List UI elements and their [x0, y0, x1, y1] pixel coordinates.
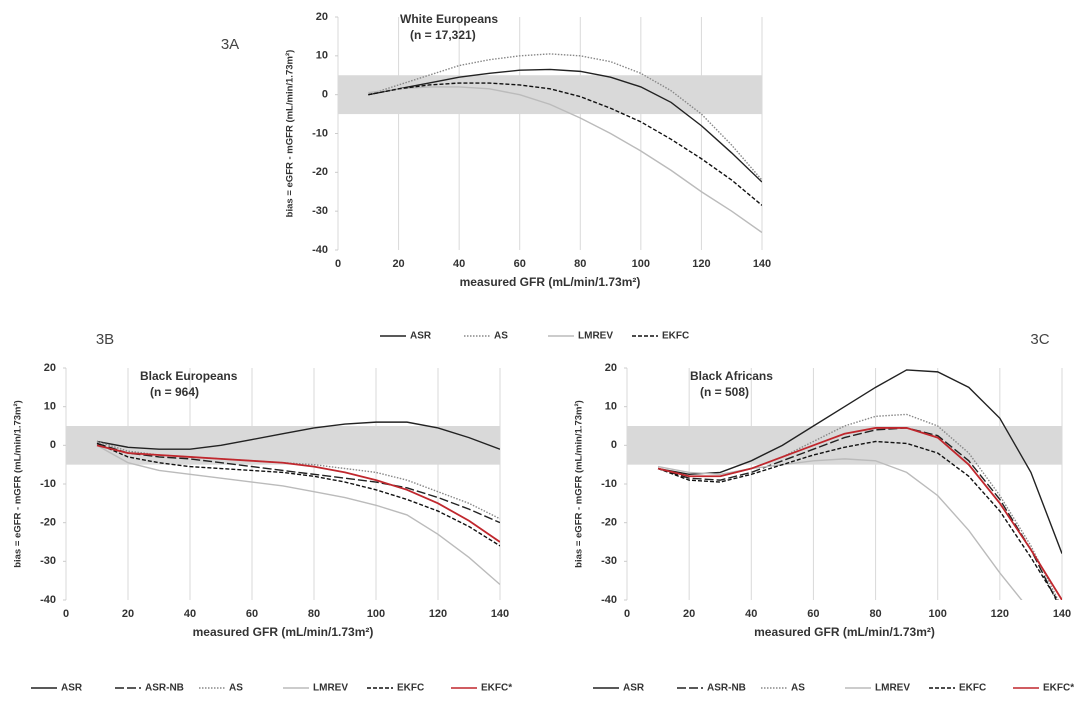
- y-tick-label: -10: [312, 127, 328, 139]
- y-tick-label: -30: [601, 555, 617, 567]
- tolerance-band: [338, 75, 762, 115]
- subtitle: Black Africans: [690, 369, 773, 383]
- series-line: [368, 68, 762, 183]
- panel-label: 3B: [96, 331, 114, 348]
- x-tick-label: 20: [683, 608, 695, 620]
- series-line: [657, 458, 1023, 600]
- series-line: [368, 86, 762, 234]
- y-tick-label: -20: [312, 166, 328, 178]
- y-tick-label: 20: [605, 362, 617, 374]
- legend-label: ASR-NB: [145, 683, 184, 694]
- x-tick-label: 40: [453, 258, 465, 270]
- series-line: [96, 444, 500, 543]
- panel-label: 3C: [1030, 331, 1049, 348]
- y-axis-label: bias = eGFR - mGFR (mL/min/1.73m²): [285, 50, 296, 218]
- x-tick-label: 20: [392, 258, 404, 270]
- x-tick-label: 100: [367, 608, 385, 620]
- x-tick-label: 120: [429, 608, 447, 620]
- x-tick-label: 40: [184, 608, 196, 620]
- x-tick-label: 140: [1053, 608, 1071, 620]
- y-tick-label: -30: [40, 555, 56, 567]
- y-tick-label: -40: [40, 594, 56, 606]
- series-line: [657, 427, 1057, 600]
- legend-label: ASR: [410, 331, 432, 342]
- legend-label: ASR: [623, 683, 645, 694]
- series-line: [96, 444, 500, 586]
- x-tick-label: 40: [745, 608, 757, 620]
- series-line: [96, 442, 500, 547]
- y-tick-label: 10: [605, 401, 617, 413]
- legend-label: EKFC: [662, 331, 689, 342]
- x-tick-label: 0: [63, 608, 69, 620]
- y-tick-label: 20: [44, 362, 56, 374]
- y-axis-label: bias = eGFR - mGFR (mL/min/1.73m²): [13, 400, 24, 568]
- x-tick-label: 0: [624, 608, 630, 620]
- x-tick-label: 140: [491, 608, 509, 620]
- y-tick-label: 0: [611, 439, 617, 451]
- subtitle: (n = 17,321): [410, 28, 476, 42]
- x-tick-label: 0: [335, 258, 341, 270]
- x-tick-label: 80: [574, 258, 586, 270]
- y-tick-label: -40: [312, 244, 328, 256]
- subtitle: (n = 508): [700, 385, 749, 399]
- x-tick-label: 80: [869, 608, 881, 620]
- x-tick-label: 120: [991, 608, 1009, 620]
- legend-label: AS: [229, 683, 243, 694]
- legend-label: EKFC*: [1043, 683, 1074, 694]
- legend-label: AS: [494, 331, 508, 342]
- panel-label: 3A: [221, 36, 239, 53]
- series-line: [96, 421, 500, 450]
- subtitle: (n = 964): [150, 385, 199, 399]
- x-tick-label: 100: [929, 608, 947, 620]
- series-line: [368, 82, 762, 206]
- y-tick-label: -40: [601, 594, 617, 606]
- y-tick-label: -10: [40, 478, 56, 490]
- tolerance-band: [66, 426, 500, 465]
- x-axis-label: measured GFR (mL/min/1.73m²): [754, 625, 935, 639]
- subtitle: Black Europeans: [140, 369, 238, 383]
- y-tick-label: -30: [312, 205, 328, 217]
- x-tick-label: 60: [807, 608, 819, 620]
- x-tick-label: 100: [632, 258, 650, 270]
- legend-label: AS: [791, 683, 805, 694]
- y-tick-label: 10: [316, 50, 328, 62]
- y-axis-label: bias = eGFR - mGFR (mL/min/1.73m²): [574, 400, 585, 568]
- y-tick-label: 0: [50, 439, 56, 451]
- x-tick-label: 60: [514, 258, 526, 270]
- legend-label: ASR: [61, 683, 83, 694]
- x-tick-label: 20: [122, 608, 134, 620]
- x-tick-label: 140: [753, 258, 771, 270]
- x-tick-label: 60: [246, 608, 258, 620]
- series-line: [368, 53, 762, 181]
- legend-label: EKFC: [959, 683, 986, 694]
- series-line: [96, 442, 500, 524]
- subtitle: White Europeans: [400, 12, 498, 26]
- x-tick-label: 120: [692, 258, 710, 270]
- y-tick-label: -20: [40, 517, 56, 529]
- y-tick-label: -20: [601, 517, 617, 529]
- y-tick-label: 10: [44, 401, 56, 413]
- series-line: [657, 440, 1059, 600]
- legend-label: LMREV: [578, 331, 613, 342]
- y-tick-label: -10: [601, 478, 617, 490]
- legend-label: EKFC: [397, 683, 424, 694]
- legend-label: LMREV: [875, 683, 910, 694]
- series-line: [657, 427, 1062, 600]
- series-line: [657, 413, 1059, 600]
- series-line: [657, 369, 1062, 554]
- legend-label: LMREV: [313, 683, 348, 694]
- legend-label: EKFC*: [481, 683, 512, 694]
- x-axis-label: measured GFR (mL/min/1.73m²): [460, 275, 641, 289]
- legend-label: ASR-NB: [707, 683, 746, 694]
- y-tick-label: 20: [316, 11, 328, 23]
- x-tick-label: 80: [308, 608, 320, 620]
- x-axis-label: measured GFR (mL/min/1.73m²): [193, 625, 374, 639]
- y-tick-label: 0: [322, 89, 328, 101]
